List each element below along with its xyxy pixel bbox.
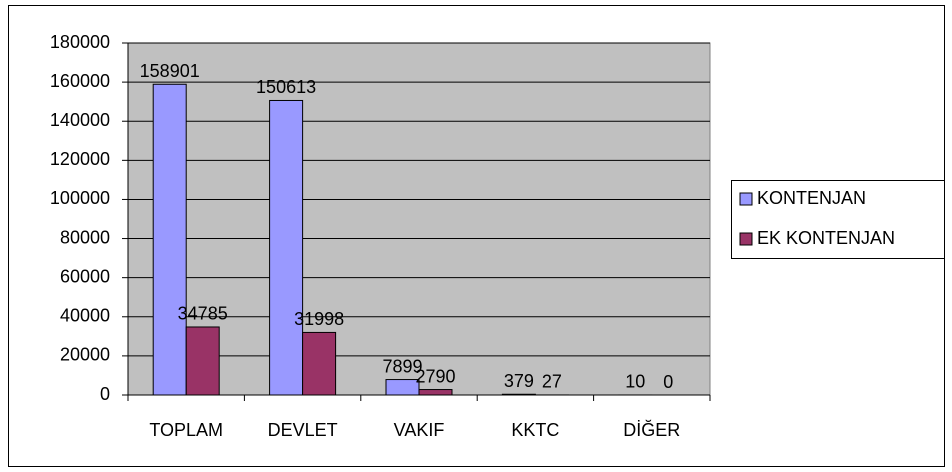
y-tick-label: 80000 xyxy=(60,227,110,247)
legend-label: EK KONTENJAN xyxy=(757,228,895,248)
legend-swatch xyxy=(739,192,753,206)
y-tick-label: 20000 xyxy=(60,345,110,365)
bar xyxy=(185,326,220,396)
bar xyxy=(385,379,420,396)
y-tick-label: 120000 xyxy=(50,149,110,169)
bar xyxy=(269,99,304,396)
bar xyxy=(418,389,453,396)
legend-swatch xyxy=(739,232,753,246)
value-label: 379 xyxy=(504,371,534,391)
value-label: 2790 xyxy=(415,366,455,386)
y-tick-label: 40000 xyxy=(60,306,110,326)
y-tick-label: 180000 xyxy=(50,32,110,52)
bar xyxy=(302,331,337,396)
y-tick-label: 140000 xyxy=(50,110,110,130)
legend-box xyxy=(731,180,945,259)
y-tick-label: 100000 xyxy=(50,188,110,208)
value-label: 150613 xyxy=(256,77,316,97)
plot-area xyxy=(127,42,711,396)
legend-label: KONTENJAN xyxy=(757,188,866,208)
value-label: 27 xyxy=(542,372,562,392)
value-label: 31998 xyxy=(294,309,344,329)
value-label: 10 xyxy=(625,372,645,392)
y-tick-label: 160000 xyxy=(50,71,110,91)
bar xyxy=(152,83,187,396)
x-tick-label: TOPLAM xyxy=(149,420,223,440)
bar xyxy=(501,393,536,396)
x-tick-label: KKTC xyxy=(511,420,559,440)
x-tick-label: VAKIF xyxy=(394,420,445,440)
value-label: 34785 xyxy=(178,304,228,324)
value-label: 0 xyxy=(663,372,673,392)
value-label: 158901 xyxy=(140,61,200,81)
x-tick-label: DİĞER xyxy=(623,419,680,440)
value-label: 7899 xyxy=(382,356,422,376)
y-tick-label: 0 xyxy=(100,384,110,404)
x-tick-label: DEVLET xyxy=(268,420,338,440)
y-tick-label: 60000 xyxy=(60,266,110,286)
